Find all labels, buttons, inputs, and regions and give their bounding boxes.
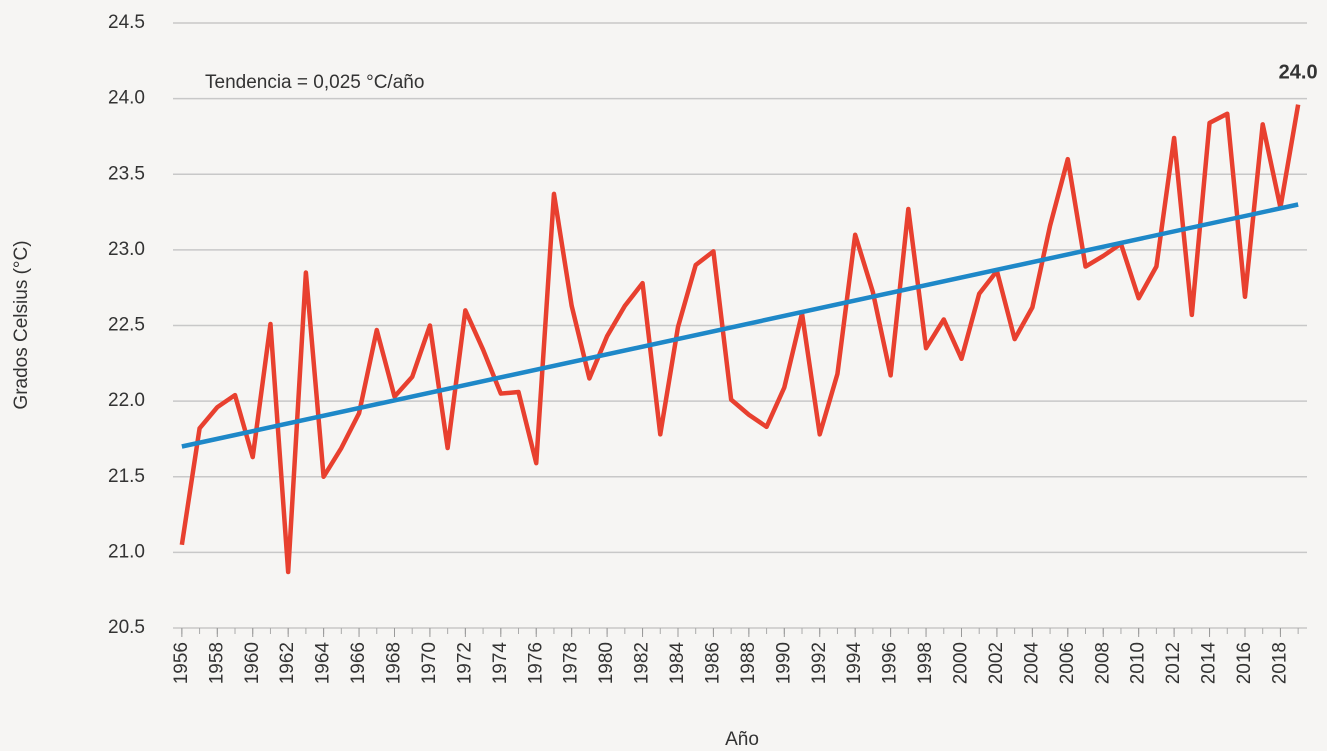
x-tick-label: 2012 bbox=[1163, 642, 1184, 684]
y-tick-label: 21.0 bbox=[108, 541, 145, 562]
x-tick-label: 2004 bbox=[1021, 642, 1042, 685]
x-tick-label: 1962 bbox=[277, 642, 298, 684]
x-tick-label: 2018 bbox=[1269, 642, 1290, 684]
y-tick-label: 23.0 bbox=[108, 239, 145, 260]
x-tick-label: 1990 bbox=[773, 642, 794, 684]
x-tick-label: 1964 bbox=[313, 642, 334, 685]
x-tick-label: 1968 bbox=[384, 642, 405, 684]
y-tick-label: 24.5 bbox=[108, 12, 145, 33]
annotation: Tendencia = 0,025 °C/año bbox=[205, 72, 424, 93]
x-tick-label: 1984 bbox=[667, 642, 688, 685]
x-tick-label: 1978 bbox=[561, 642, 582, 684]
x-tick-label: 2010 bbox=[1128, 642, 1149, 684]
y-tick-label: 22.5 bbox=[108, 315, 145, 336]
x-tick-label: 1956 bbox=[171, 642, 192, 684]
y-tick-label: 21.5 bbox=[108, 466, 145, 487]
x-tick-label: 1986 bbox=[702, 642, 723, 684]
x-tick-label: 1992 bbox=[809, 642, 830, 684]
x-tick-label: 1996 bbox=[880, 642, 901, 684]
y-tick-label: 20.5 bbox=[108, 617, 145, 638]
x-tick-label: 1980 bbox=[596, 642, 617, 684]
x-axis-title: Año bbox=[725, 729, 759, 750]
line bbox=[181, 202, 1299, 449]
x-tick-label: 2008 bbox=[1092, 642, 1113, 684]
x-tick-label: 1974 bbox=[490, 642, 511, 685]
y-tick-label: 23.5 bbox=[108, 163, 145, 184]
value-label: 24.0 bbox=[1279, 61, 1318, 83]
x-tick-label: 1998 bbox=[915, 642, 936, 684]
x-tick-label: 1972 bbox=[454, 642, 475, 684]
x-tick-label: 2000 bbox=[951, 642, 972, 684]
x-tick-label: 1976 bbox=[525, 642, 546, 684]
x-tick-label: 1982 bbox=[632, 642, 653, 684]
y-axis-title: Grados Celsius (°C) bbox=[11, 240, 32, 409]
x-tick-label: 1970 bbox=[419, 642, 440, 684]
x-tick-label: 2016 bbox=[1234, 642, 1255, 684]
x-tick-label: 1960 bbox=[242, 642, 263, 684]
x-tick-label: 2014 bbox=[1199, 642, 1220, 685]
x-tick-label: 1966 bbox=[348, 642, 369, 684]
x-tick-label: 1988 bbox=[738, 642, 759, 684]
x-tick-label: 2006 bbox=[1057, 642, 1078, 684]
x-tick-label: 1994 bbox=[844, 642, 865, 685]
y-tick-label: 22.0 bbox=[108, 390, 145, 411]
y-tick-label: 24.0 bbox=[108, 88, 145, 109]
x-tick-label: 1958 bbox=[206, 642, 227, 684]
line bbox=[179, 104, 1301, 575]
x-tick-label: 2002 bbox=[986, 642, 1007, 684]
